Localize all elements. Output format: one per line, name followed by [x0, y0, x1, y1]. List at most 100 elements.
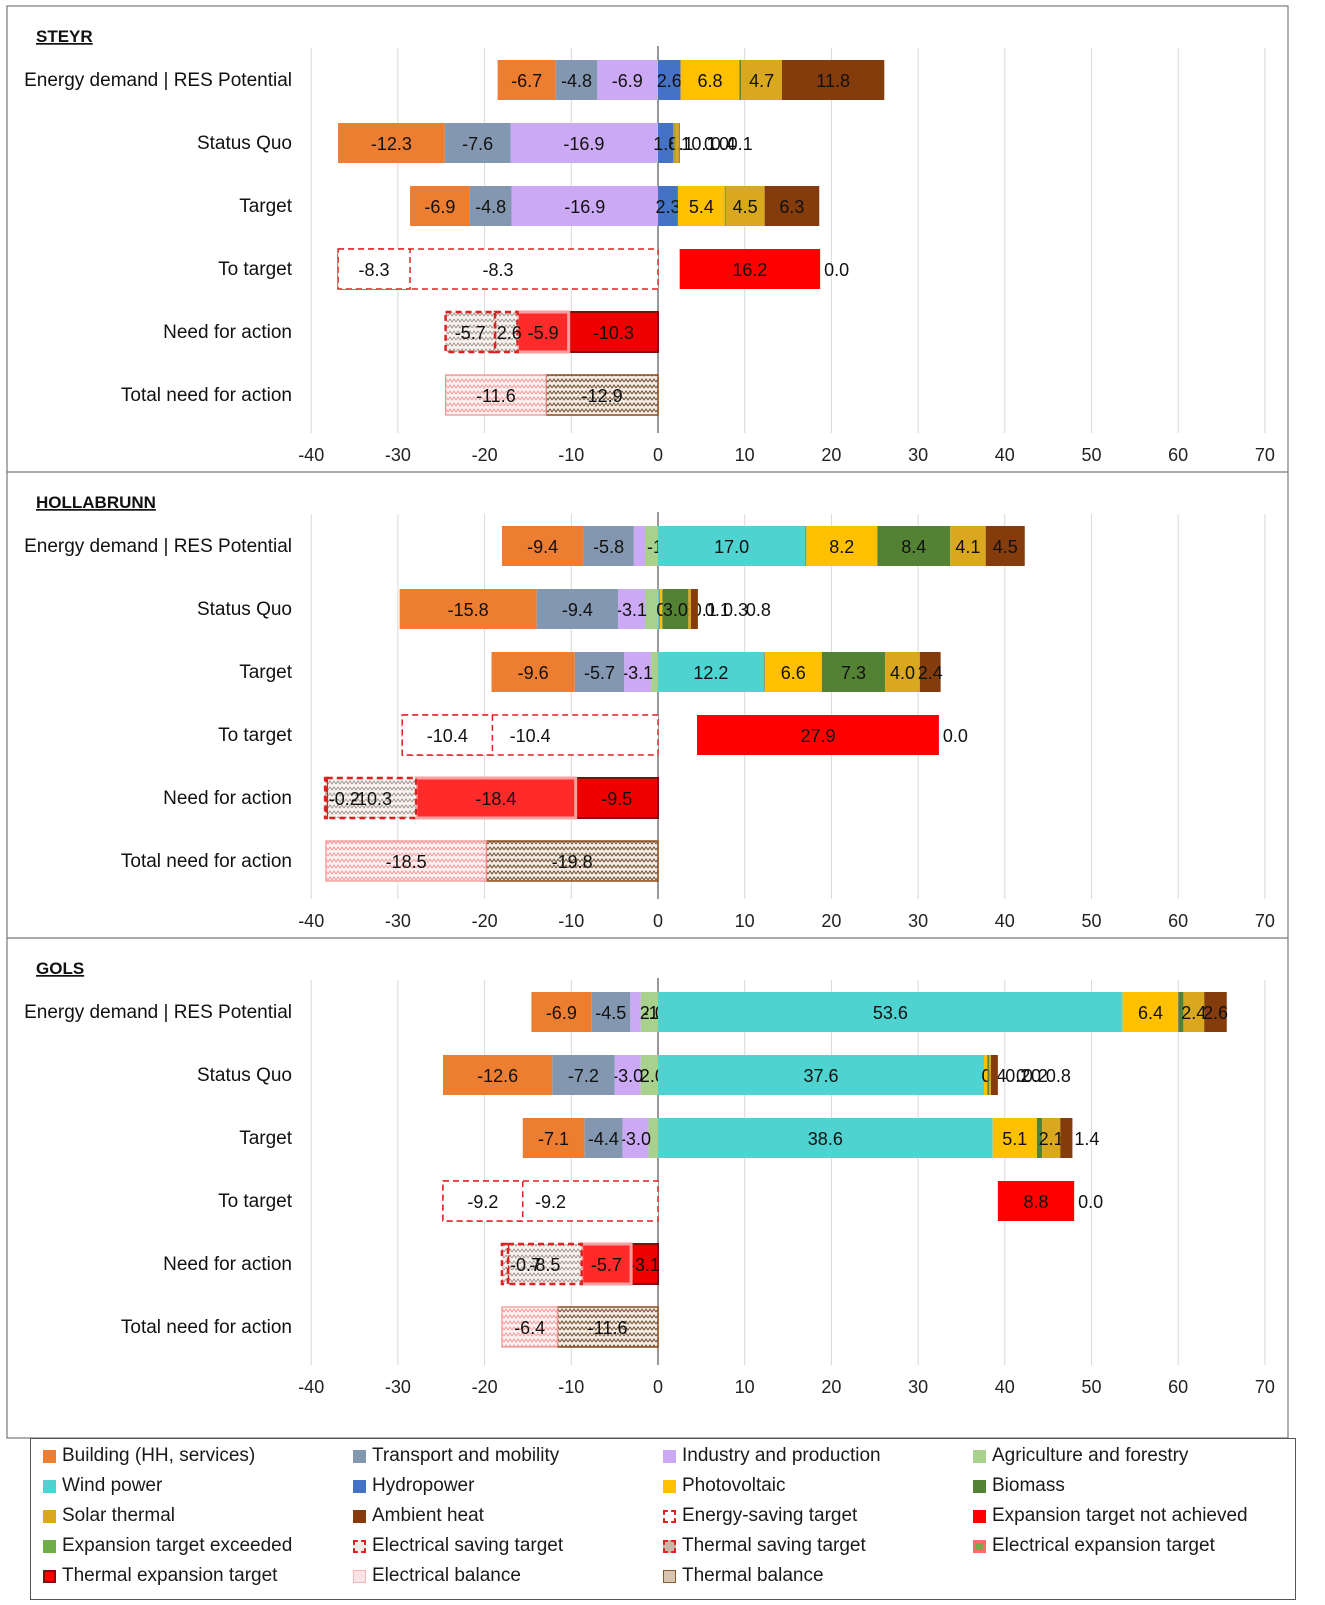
- data-label: 0.0: [943, 726, 968, 746]
- legend-swatch: [43, 1509, 56, 1523]
- data-label: -8.3: [359, 260, 390, 280]
- bar-segment-electrical-balance: [325, 840, 487, 882]
- data-label: 37.6: [803, 1066, 838, 1086]
- x-tick-label: 0: [653, 911, 663, 931]
- data-label: 8.4: [901, 537, 926, 557]
- bar-segment-transport-and-mobility: [591, 992, 631, 1032]
- x-tick-label: 40: [995, 445, 1015, 465]
- data-label: -9.5: [601, 789, 632, 809]
- bar-segment-electrical-expansion-target: [414, 776, 578, 820]
- bar-segment-thermal-expansion-target: [567, 311, 659, 353]
- x-tick-label: 20: [821, 911, 841, 931]
- legend-item-thermal-saving-target: Thermal saving target: [663, 1531, 866, 1561]
- x-tick-label: 30: [908, 445, 928, 465]
- chart-legend: Building (HH, services) Transport and mob…: [30, 1438, 1296, 1600]
- legend-label: Electrical balance: [372, 1565, 521, 1586]
- data-label: -9.6: [518, 663, 549, 683]
- data-label: -11.6: [588, 1318, 628, 1338]
- legend-item-electrical-balance: Electrical balance: [353, 1561, 521, 1591]
- bar-segment-wind-power: [658, 652, 764, 692]
- data-label: 2.4: [918, 663, 943, 683]
- bar-segment-photovoltaic: [1122, 992, 1179, 1032]
- legend-label: Industry and production: [682, 1445, 881, 1466]
- legend-item-biomass: Biomass: [973, 1471, 1065, 1501]
- data-label: 0.0: [824, 260, 849, 280]
- legend-label: Thermal expansion target: [62, 1565, 278, 1586]
- bar-segment-transport-and-mobility: [552, 1055, 615, 1095]
- bar-segment-photovoltaic: [677, 186, 725, 226]
- data-label: -6.9: [424, 197, 455, 217]
- data-label: 12.2: [693, 663, 728, 683]
- x-tick-label: -40: [298, 1377, 324, 1397]
- data-label: -0.7: [510, 1255, 541, 1275]
- bar-segment-agriculture-and-forestry: [644, 526, 658, 566]
- data-label: 11.8: [816, 71, 850, 91]
- data-label: -5.8: [593, 537, 624, 557]
- bar-segment-building-hh-services: [501, 526, 584, 566]
- x-tick-label: -30: [385, 911, 411, 931]
- legend-swatch: [43, 1479, 56, 1493]
- x-tick-label: 30: [908, 1377, 928, 1397]
- data-label: 3.0: [663, 600, 688, 620]
- data-label: -5.9: [528, 323, 559, 343]
- bar-segment-electrical-expansion-target: [580, 1242, 633, 1286]
- bar-segment-biomass: [1036, 1118, 1043, 1158]
- data-label: 1.8: [653, 134, 678, 154]
- data-label: -6.4: [514, 1318, 545, 1338]
- data-label: 0.1: [691, 134, 716, 154]
- bar-segment-expansion-target-not-achieved: [697, 715, 939, 755]
- category-label: Total need for action: [121, 1317, 292, 1338]
- bar-segment-building-hh-services: [497, 60, 556, 100]
- data-label: -4.8: [561, 71, 592, 91]
- bar-segment-building-hh-services: [399, 589, 537, 629]
- data-label: -7.1: [538, 1129, 569, 1149]
- data-label: 6.8: [698, 71, 723, 91]
- bar-segment-hydropower: [658, 186, 678, 226]
- data-label: -12.3: [371, 134, 412, 154]
- bar-segment-biomass: [1178, 992, 1184, 1032]
- bar-segment-hydropower: [763, 652, 765, 692]
- data-label: 4.5: [993, 537, 1018, 557]
- bar-segment-ambient-heat: [990, 1055, 998, 1095]
- legend-label: Solar thermal: [62, 1505, 175, 1526]
- bar-segment-biomass: [724, 186, 726, 226]
- x-tick-label: 0: [653, 445, 663, 465]
- legend-label: Electrical expansion target: [992, 1535, 1215, 1556]
- x-tick-label: 70: [1255, 1377, 1275, 1397]
- x-tick-label: 60: [1168, 1377, 1188, 1397]
- x-tick-label: -40: [298, 445, 324, 465]
- bar-segment-energy-saving-target: [337, 248, 411, 290]
- bar-segment-transport-and-mobility: [583, 526, 634, 566]
- data-label: 0.8: [746, 600, 771, 620]
- data-label: -9.4: [562, 600, 593, 620]
- bar-segment-industry-and-production: [624, 652, 652, 692]
- legend-swatch: [353, 1479, 366, 1493]
- data-label: -4.8: [475, 197, 506, 217]
- data-label: 4.7: [749, 71, 774, 91]
- data-label: -10.4: [510, 726, 551, 746]
- bar-segment-biomass: [987, 1055, 990, 1095]
- data-label: 0.2: [1005, 1066, 1030, 1086]
- x-tick-label: -40: [298, 911, 324, 931]
- bar-segment-electrical-expansion-target: [516, 310, 571, 354]
- x-tick-label: 50: [1081, 911, 1101, 931]
- x-tick-label: -20: [472, 445, 498, 465]
- bar-segment-ambient-heat: [690, 589, 698, 629]
- panel-hollabrunn: -40 -30 -20 -10 0 10 20 30 40 50 60 70 HOLLABRUNN Ene…: [7, 471, 1288, 931]
- bar-segment-wind-power: [658, 1118, 993, 1158]
- category-label: Need for action: [163, 1254, 292, 1275]
- bar-segment-solar-thermal: [675, 123, 679, 163]
- data-label: -6.7: [511, 71, 542, 91]
- category-label: Energy demand | RES Potential: [24, 70, 292, 91]
- data-label: -9.2: [467, 1192, 498, 1212]
- data-label: -6.9: [546, 1003, 577, 1023]
- x-tick-label: 10: [735, 445, 755, 465]
- bar-segment-industry-and-production: [597, 60, 658, 100]
- x-tick-label: -10: [558, 1377, 584, 1397]
- data-label: 5.1: [1002, 1129, 1027, 1149]
- x-tick-label: 40: [995, 911, 1015, 931]
- legend-swatch: [973, 1539, 986, 1553]
- category-label: Energy demand | RES Potential: [24, 536, 292, 557]
- bar-segment-transport-and-mobility: [536, 589, 619, 629]
- data-label: 0.1: [668, 134, 693, 154]
